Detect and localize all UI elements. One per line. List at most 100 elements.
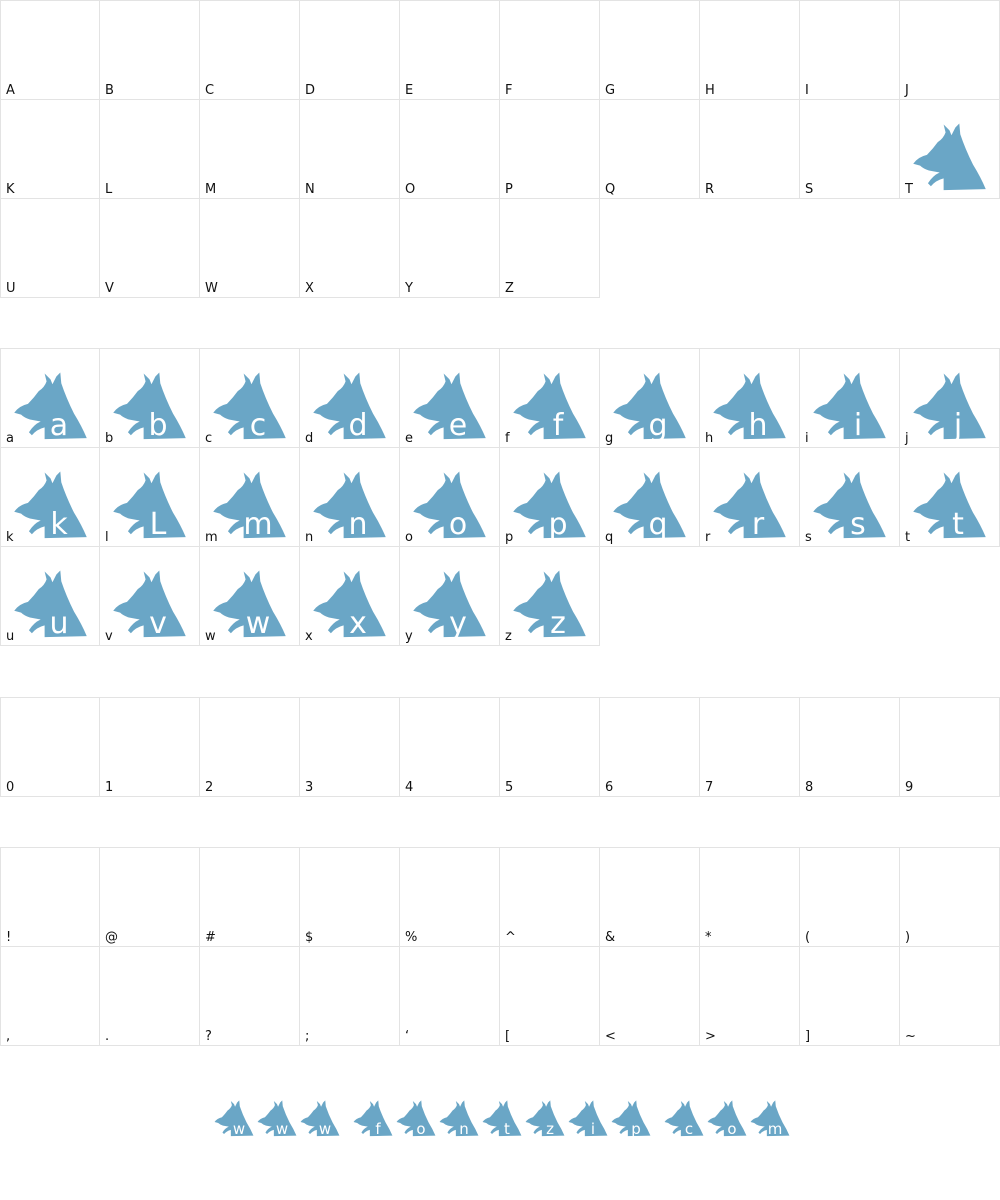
glyph-letter: b [148,408,168,443]
glyph-label: 0 [6,780,15,795]
glyph-label: a [6,431,14,446]
glyph-letter: t [952,507,964,542]
dog-head-icon [813,471,886,539]
dog-head-icon [613,372,686,440]
dog-head-icon [353,1100,393,1137]
glyph-cell: ( [800,847,900,947]
glyph-cell: X [300,199,400,298]
glyph-cell: F [500,0,600,100]
glyph-label: 2 [205,780,214,795]
glyph-cell: R [700,100,800,199]
glyph-label: B [105,83,114,98]
glyph-cell: T [900,100,1000,199]
glyph-cell: 4 [400,697,500,797]
glyph-letter: m [243,507,273,542]
dog-head-icon [213,570,286,638]
glyph-cell: 6 [600,697,700,797]
glyph-label: m [205,530,218,545]
dog-head-icon [14,372,87,440]
footer-dog-glyph: i [567,1096,609,1140]
glyph-cell: ? [200,947,300,1046]
glyph-label: w [205,629,216,644]
footer-letter: w [232,1120,246,1138]
glyph-label: Z [505,281,514,296]
glyph-cell: K [0,100,100,199]
glyph-cell: [ [500,947,600,1046]
footer-dog-glyph: o [395,1096,437,1140]
glyph-label: k [6,530,14,545]
dog-head-icon [750,1100,790,1137]
glyph-label: R [705,182,715,197]
glyph-letter: p [548,507,568,542]
glyph-cell: , [0,947,100,1046]
grid-digits: 0 1 2 3 4 5 6 7 8 9 [0,697,1000,797]
glyph-label: L [105,182,113,197]
footer-dog-glyph: f [352,1096,394,1140]
dog-head-icon [613,471,686,539]
footer-letter: i [590,1120,596,1138]
glyph-label: j [905,431,909,446]
glyph-cell: B [100,0,200,100]
glyph-label: y [405,629,413,644]
glyph-label: Y [405,281,413,296]
dog-head-icon [313,471,386,539]
glyph-label: ? [205,1029,212,1044]
footer-dog-glyph: z [524,1096,566,1140]
glyph-label: < [605,1029,616,1044]
glyph-cell: ] [800,947,900,1046]
dog-head-icon [611,1100,651,1137]
footer-dog-glyph: o [706,1096,748,1140]
glyph-label: ) [905,930,911,945]
footer-letter: t [504,1120,510,1138]
dog-head-icon [257,1100,297,1137]
glyph-label: . [105,1029,110,1044]
dog-head-icon [413,570,486,638]
glyph-letter: y [449,606,467,641]
glyph-letter: x [349,606,367,641]
dog-head-icon [813,372,886,440]
footer-letter: n [459,1120,469,1138]
glyph-label: E [405,83,414,98]
glyph-label: K [6,182,15,197]
glyph-label: 1 [105,780,114,795]
glyph-label: b [105,431,114,446]
glyph-cell: O [400,100,500,199]
glyph-label: U [6,281,16,296]
glyph-label: p [505,530,514,545]
glyph-label: , [6,1029,11,1044]
glyph-cell: * [700,847,800,947]
glyph-label: A [6,83,15,98]
glyph-cell: ~ [900,947,1000,1046]
footer-letter: f [375,1120,381,1138]
glyph-label: u [6,629,15,644]
glyph-label: F [505,83,513,98]
glyph-label: W [205,281,218,296]
glyph-label: v [105,629,113,644]
glyph-cell: % [400,847,500,947]
glyph-label: 3 [305,780,314,795]
glyph-label: J [905,83,909,98]
glyph-label: e [405,431,413,446]
dog-head-icon [568,1100,608,1137]
footer-letter: m [767,1120,783,1138]
glyph-letter: u [49,606,69,641]
dog-head-icon [513,372,586,440]
glyph-label: > [705,1029,716,1044]
dog-head-icon [713,471,786,539]
dog-head-icon [713,372,786,440]
glyph-label: r [705,530,711,545]
grid-symbols: ! @ # $% ^ & * (),.?; ‘ [< >] ~ [0,847,1000,1046]
glyph-cell: # [200,847,300,947]
